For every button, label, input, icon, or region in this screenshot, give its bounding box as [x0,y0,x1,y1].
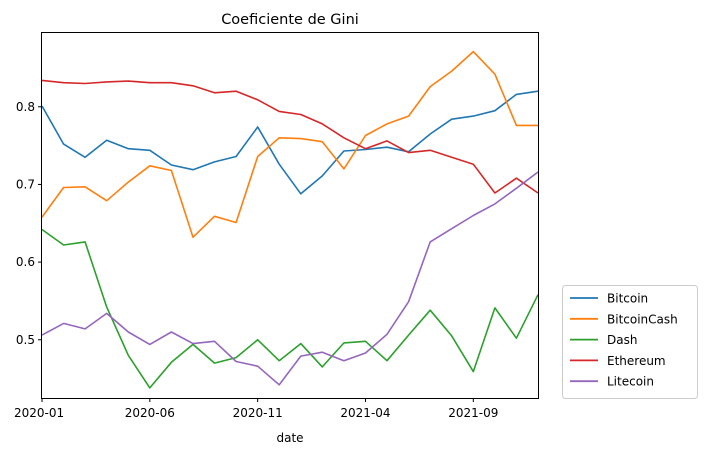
legend-label: Bitcoin [607,292,648,306]
plot-frame [41,32,539,399]
series-lines [41,50,539,389]
series-line-dash [41,228,539,389]
x-tick-label: 2021-09 [448,406,498,420]
series-line-ethereum [41,79,539,194]
legend: Bitcoin BitcoinCash Dash Ethereum Litecoin [562,285,698,399]
chart-title: Coeficiente de Gini [221,12,359,28]
x-tick-label: 2020-01 [14,406,64,420]
series-line-litecoin [41,171,539,386]
x-axis-label: date [276,431,303,445]
legend-box [562,285,698,399]
y-tick-label: 0.7 [16,177,35,191]
x-tick-label: 2020-06 [125,406,175,420]
x-tick-label: 2020-11 [233,406,283,420]
y-tick-label: 0.6 [16,255,35,269]
series-line-bitcoincash [41,50,538,238]
legend-label: Litecoin [607,375,654,389]
legend-label: Ethereum [607,354,666,368]
y-tick-label: 0.5 [16,333,35,347]
x-tick-label: 2021-04 [340,406,390,420]
x-axis: 2020-01 2020-06 2020-11 2021-04 2021-09 [14,398,498,420]
legend-label: BitcoinCash [607,312,678,326]
series-line-bitcoin [41,90,539,195]
y-tick-label: 0.8 [16,100,35,114]
y-axis: 0.5 0.6 0.7 0.8 [16,100,42,347]
legend-label: Dash [607,333,637,347]
